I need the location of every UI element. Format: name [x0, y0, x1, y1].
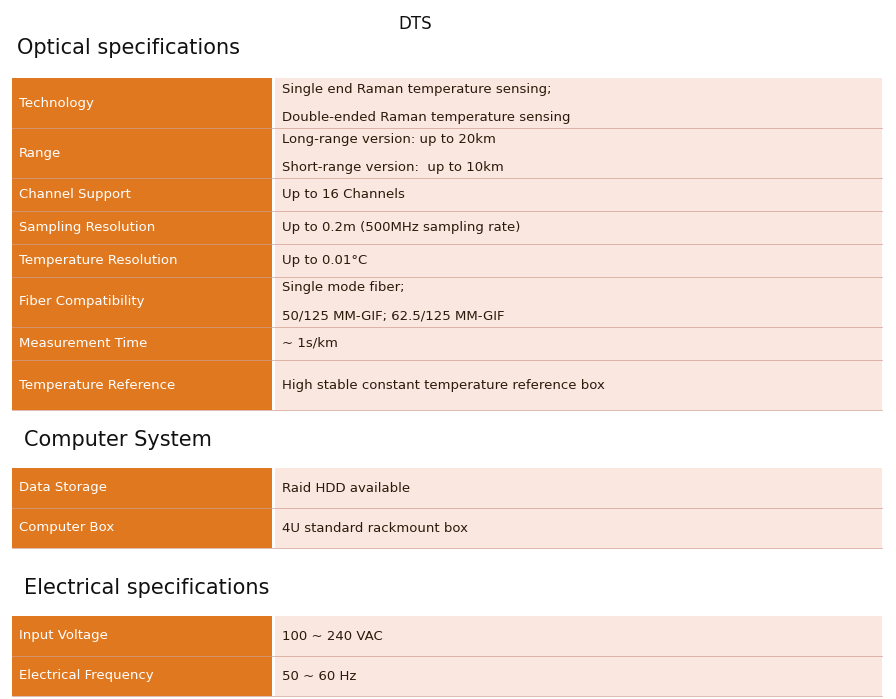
Text: Electrical specifications: Electrical specifications	[24, 578, 270, 598]
Bar	[275, 360, 882, 410]
Bar	[12, 327, 272, 360]
Text: Temperature Reference: Temperature Reference	[19, 378, 176, 391]
Bar	[12, 656, 272, 696]
Text: Up to 0.2m (500MHz sampling rate): Up to 0.2m (500MHz sampling rate)	[282, 221, 521, 234]
Text: Input Voltage: Input Voltage	[19, 630, 108, 642]
Bar	[12, 178, 272, 211]
Bar	[275, 178, 882, 211]
Bar	[275, 277, 882, 327]
Text: 50/125 MM-GIF; 62.5/125 MM-GIF: 50/125 MM-GIF; 62.5/125 MM-GIF	[282, 310, 504, 322]
Bar	[12, 616, 272, 656]
Text: Double-ended Raman temperature sensing: Double-ended Raman temperature sensing	[282, 110, 571, 124]
Text: Long-range version: up to 20km: Long-range version: up to 20km	[282, 133, 495, 145]
Bar	[12, 277, 272, 327]
Bar	[12, 211, 272, 244]
Bar	[275, 78, 882, 128]
Bar	[12, 360, 272, 410]
Text: Up to 0.01°C: Up to 0.01°C	[282, 254, 367, 267]
Text: Temperature Resolution: Temperature Resolution	[19, 254, 177, 267]
Bar	[275, 211, 882, 244]
Text: Single end Raman temperature sensing;: Single end Raman temperature sensing;	[282, 82, 552, 96]
Text: Short-range version:  up to 10km: Short-range version: up to 10km	[282, 161, 504, 173]
Text: Computer System: Computer System	[24, 430, 211, 450]
Bar	[275, 468, 882, 508]
Bar	[12, 244, 272, 277]
Text: Electrical Frequency: Electrical Frequency	[19, 670, 153, 682]
Bar	[275, 508, 882, 548]
Text: Optical specifications: Optical specifications	[17, 38, 240, 58]
Text: Data Storage: Data Storage	[19, 482, 107, 494]
Text: Raid HDD available: Raid HDD available	[282, 482, 410, 494]
Text: 50 ~ 60 Hz: 50 ~ 60 Hz	[282, 670, 357, 682]
Text: 100 ~ 240 VAC: 100 ~ 240 VAC	[282, 630, 383, 642]
Text: 4U standard rackmount box: 4U standard rackmount box	[282, 521, 468, 535]
Bar	[275, 656, 882, 696]
Text: Up to 16 Channels: Up to 16 Channels	[282, 188, 405, 201]
Bar	[275, 327, 882, 360]
Text: Range: Range	[19, 147, 61, 159]
Bar	[12, 78, 272, 128]
Bar	[275, 616, 882, 656]
Bar	[12, 128, 272, 178]
Bar	[12, 508, 272, 548]
Text: ~ 1s/km: ~ 1s/km	[282, 337, 338, 350]
Bar	[275, 244, 882, 277]
Bar	[275, 128, 882, 178]
Text: High stable constant temperature reference box: High stable constant temperature referen…	[282, 378, 605, 391]
Text: Sampling Resolution: Sampling Resolution	[19, 221, 155, 234]
Text: Measurement Time: Measurement Time	[19, 337, 147, 350]
Text: Fiber Compatibility: Fiber Compatibility	[19, 296, 144, 308]
Text: Computer Box: Computer Box	[19, 521, 115, 535]
Text: Channel Support: Channel Support	[19, 188, 131, 201]
Text: Single mode fiber;: Single mode fiber;	[282, 282, 404, 294]
Text: DTS: DTS	[398, 15, 432, 33]
Text: Technology: Technology	[19, 96, 94, 110]
Bar	[12, 468, 272, 508]
